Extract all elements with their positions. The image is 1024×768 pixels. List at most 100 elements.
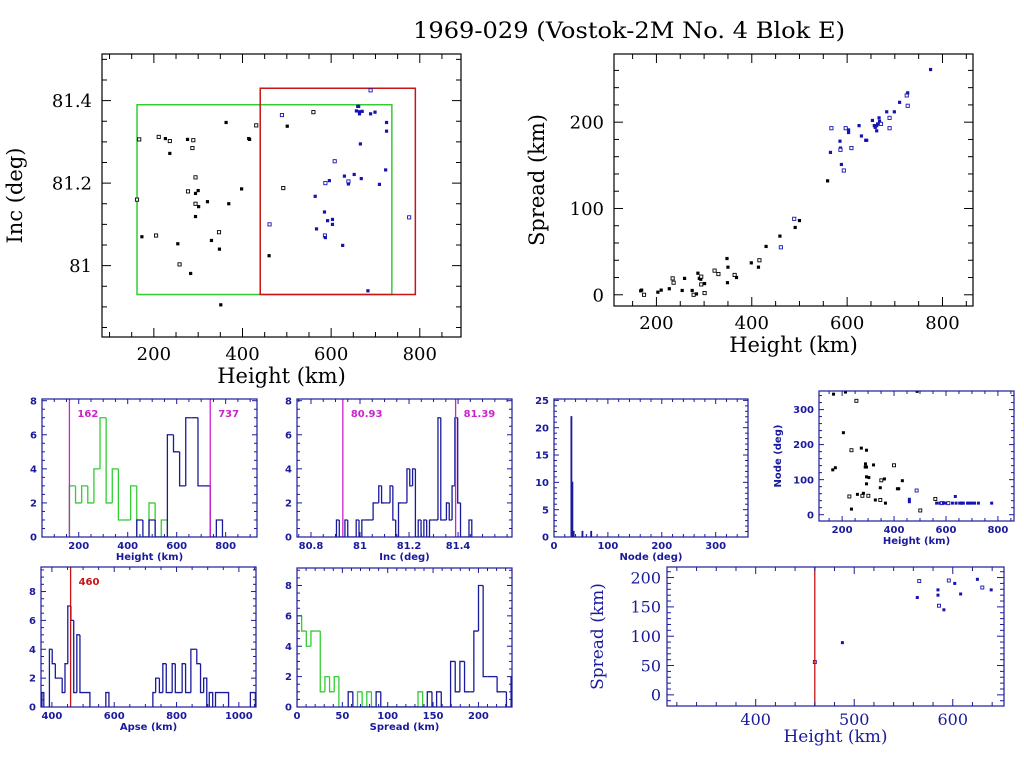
x-tick-label: 300 [705,541,726,552]
x-tick-label: 400 [117,541,138,552]
x-tick-label: 400 [884,525,905,536]
data-point-hollow [323,181,328,186]
hist-bin [172,434,180,453]
y-tick-label: 0 [30,533,37,544]
plot-frame [41,398,258,538]
hist-bin [361,691,367,707]
data-point [873,125,877,129]
data-point [327,179,331,183]
x-tick-label: 100 [597,541,618,552]
data-point [224,120,228,125]
data-point [828,150,833,154]
y-tick-label: 200 [793,440,814,451]
x-tick-label: 800 [215,541,236,552]
reference-line-label: 460 [79,577,100,588]
data-point-hollow [778,245,783,250]
data-point-hollow [712,268,717,273]
data-point [384,120,389,125]
hist-bin [166,434,174,537]
x-tick-label: 800 [925,313,959,334]
reference-line-label: 80.93 [351,409,383,420]
hist-bin [440,691,446,707]
data-point-hollow [854,398,859,403]
x-tick-label: 400 [740,710,771,729]
hist-bin [185,417,192,486]
plot-area [335,417,473,537]
x-tick-label: 0 [294,711,301,722]
hist-bin [454,417,458,486]
data-point-hollow [671,280,676,285]
data-point [859,134,864,138]
y-tick-label: 200 [630,568,661,587]
hist-bin [347,691,353,707]
data-point-hollow [193,201,198,206]
data-point [846,128,851,132]
hist-bin [105,691,110,707]
plot-frame [613,53,974,307]
hist-bin [338,519,343,537]
y-tick-label: 15 [535,451,549,462]
hist-bin [590,530,593,537]
data-point-hollow [407,215,412,220]
data-point-hollow [841,168,846,173]
y-tick-label: 2 [29,674,36,685]
data-point [240,187,244,191]
hist-bin [414,468,419,537]
data-point [749,261,753,265]
green-selection-box [136,103,393,296]
data-point [877,119,882,123]
data-point [967,501,971,505]
data-point [696,271,700,275]
data-point-hollow [887,115,892,120]
data-point [699,277,703,281]
data-point-hollow [332,159,337,164]
data-point-hollow [691,292,696,297]
x-tick-label: 800 [987,525,1008,536]
hist-bin [214,691,230,707]
hist-bin [361,519,365,537]
data-point [953,494,957,498]
data-point-hollow [792,216,797,221]
x-axis-label: Height (km) [783,727,887,747]
y-tick-label: 6 [29,616,36,627]
x-tick-label: 200 [137,344,171,365]
hist-bin [105,417,113,504]
y-tick-label: 10 [535,478,549,489]
data-point [322,210,327,214]
inc-hist-panel: 80.93 81.39 80.8 81 81.2 81.4 0 2 4 6 8 Inc (deg) [285,396,513,563]
hist-bin [370,691,377,707]
hist-bin [372,502,376,520]
data-point [915,391,919,393]
data-point [953,581,957,585]
data-point [196,188,200,193]
hist-bin [87,485,94,504]
data-point [357,112,362,116]
data-point [197,205,201,209]
data-point-hollow [838,147,843,152]
hist-bin [67,605,71,664]
data-point [690,288,694,293]
y-tick-label: 0 [285,703,292,714]
data-point-hollow [732,272,737,277]
data-point [325,219,330,223]
y-tick-label: 2 [285,499,292,510]
hist-bin [423,519,427,537]
x-tick-label: 200 [639,313,673,334]
x-tick-label: 150 [423,711,444,722]
y-tick-label: 150 [630,598,661,617]
data-point-hollow [879,478,884,483]
data-point [846,130,851,135]
hist-bin [171,663,176,693]
inc-vs-height-panel: 200 400 600 800 81 81.2 81.4 Height (km) Inc (de… [3,53,462,388]
plot-area [570,416,593,537]
figure-title: 1969-029 (Vostok-2M No. 4 Blok E) [413,19,845,44]
hist-bin [431,691,437,707]
data-point [247,137,252,141]
hist-bin [142,519,150,537]
x-tick-label: 0 [551,541,558,552]
y-tick-label: 0 [807,510,814,521]
plot-frame [296,567,513,708]
hist-bin [392,485,396,521]
x-tick-label: 1000 [225,711,253,722]
hist-bin [148,519,156,537]
